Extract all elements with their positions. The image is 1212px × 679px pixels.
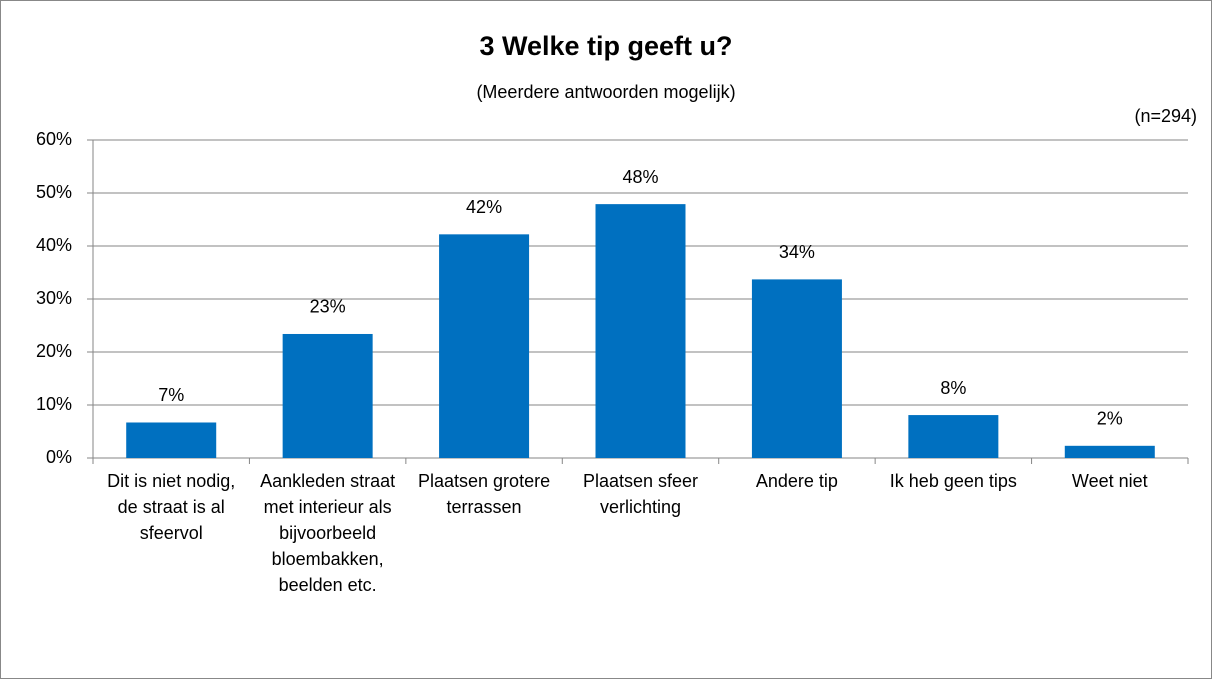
x-tick-label-box: Andere tip — [755, 471, 838, 491]
bar — [595, 204, 686, 458]
value-label: 7% — [158, 385, 184, 405]
x-tick-label: Andere tip — [755, 471, 838, 491]
y-tick-label: 0% — [46, 447, 72, 467]
x-tick-label: Weet niet — [1071, 471, 1148, 491]
chart-note: (n=294) — [1134, 106, 1197, 126]
y-tick-label: 10% — [36, 394, 72, 414]
value-label: 2% — [1097, 409, 1123, 429]
bar — [439, 234, 530, 458]
chart-title: 3 Welke tip geeft u? — [479, 31, 732, 61]
x-tick-label-box: Aankleden straat met interieur als bijvo… — [260, 471, 396, 595]
value-label: 34% — [779, 242, 815, 262]
x-tick-label: Plaatsen sfeer verlichting — [582, 471, 699, 517]
x-tick-label-box: Plaatsen grotere terrassen — [418, 471, 551, 517]
y-tick-label: 40% — [36, 235, 72, 255]
bar — [1064, 445, 1155, 458]
y-tick-label: 20% — [36, 341, 72, 361]
value-label: 48% — [622, 167, 658, 187]
value-label: 23% — [310, 297, 346, 317]
x-tick-label: Dit is niet nodig, de straat is al sfeer… — [107, 471, 236, 543]
bar — [282, 333, 373, 458]
x-tick-label-box: Weet niet — [1071, 471, 1148, 491]
x-tick-label: Ik heb geen tips — [889, 471, 1017, 491]
x-tick-label: Plaatsen grotere terrassen — [418, 471, 551, 517]
y-tick-label: 50% — [36, 182, 72, 202]
y-tick-label: 30% — [36, 288, 72, 308]
bar — [751, 279, 842, 458]
value-label: 8% — [940, 378, 966, 398]
y-tick-label: 60% — [36, 129, 72, 149]
x-tick-label-box: Ik heb geen tips — [889, 471, 1017, 491]
bar — [126, 422, 217, 458]
value-label: 42% — [466, 197, 502, 217]
x-tick-label-box: Dit is niet nodig, de straat is al sfeer… — [107, 471, 236, 543]
x-tick-label-box: Plaatsen sfeer verlichting — [582, 471, 699, 517]
x-tick-label: Aankleden straat met interieur als bijvo… — [260, 471, 396, 595]
bar — [908, 415, 999, 458]
chart-subtitle: (Meerdere antwoorden mogelijk) — [476, 82, 735, 102]
